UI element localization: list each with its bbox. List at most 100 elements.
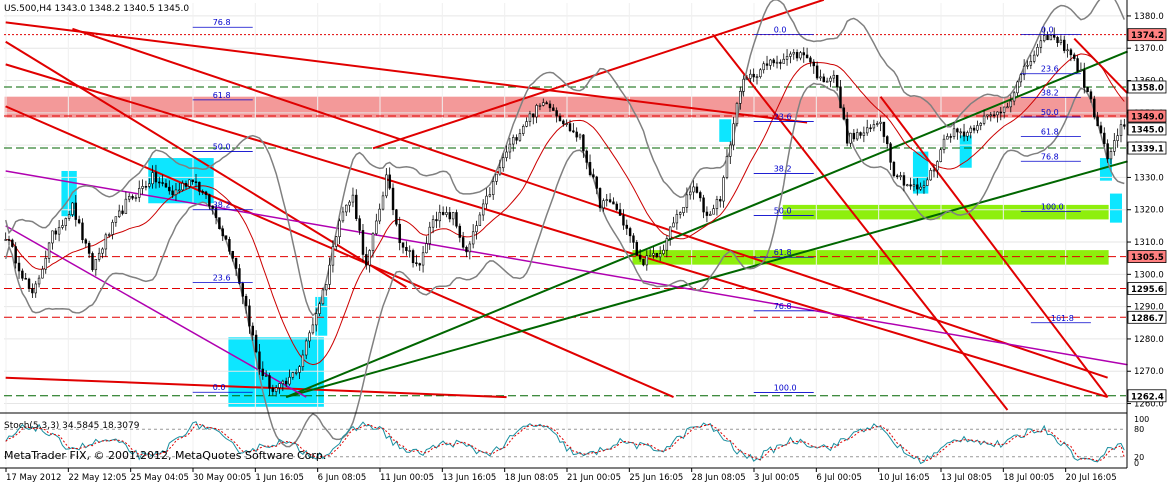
candle: [378, 208, 381, 222]
candle: [502, 157, 505, 169]
candle: [491, 181, 495, 195]
candle: [515, 137, 518, 141]
resistance-trendline[interactable]: [5, 21, 808, 124]
candle: [261, 368, 265, 377]
candle: [1002, 106, 1006, 113]
cyan-zone: [912, 151, 929, 194]
resistance-trendline[interactable]: [5, 40, 407, 289]
candle: [401, 242, 405, 248]
price-tag: [1127, 282, 1167, 295]
candle: [749, 73, 752, 79]
candle: [765, 63, 769, 66]
candle: [538, 105, 542, 107]
candle: [859, 132, 862, 136]
candle: [715, 199, 719, 209]
candle: [565, 123, 568, 125]
candle: [234, 258, 238, 269]
candle: [568, 123, 572, 132]
channel-trendline[interactable]: [5, 170, 1128, 366]
price-tag: [1127, 122, 1167, 136]
candle: [512, 137, 515, 145]
candle: [822, 76, 826, 83]
price-tag-label: 1339.1: [1131, 145, 1164, 155]
resistance-trendline[interactable]: [5, 376, 507, 399]
support-trendline[interactable]: [285, 50, 1129, 399]
candle: [268, 375, 271, 389]
candle: [652, 253, 655, 256]
candle: [471, 231, 475, 245]
candle: [67, 214, 71, 219]
candle: [408, 250, 411, 252]
candle: [121, 210, 124, 214]
y-tick-label: 1320.0: [1134, 206, 1164, 216]
candle: [645, 255, 649, 266]
candle: [936, 161, 939, 171]
candle: [1099, 125, 1103, 134]
candle: [91, 253, 94, 271]
resistance-trendline[interactable]: [5, 63, 1108, 399]
candle: [385, 174, 388, 197]
candle: [4, 239, 7, 241]
candle: [101, 248, 104, 254]
candle: [41, 268, 44, 279]
fib-level-label: 161.8: [1051, 314, 1074, 323]
x-tick-label: 1 Jun 16:05: [255, 473, 304, 483]
candle: [635, 242, 639, 256]
candle: [97, 252, 101, 260]
candle: [151, 172, 154, 185]
candle: [208, 194, 211, 207]
candle: [782, 58, 785, 64]
candle: [942, 138, 946, 150]
x-tick-label: 20 Jul 16:05: [1066, 473, 1117, 483]
candle: [264, 375, 268, 377]
stoch-signal-line: [5, 423, 1125, 462]
candle: [361, 230, 365, 255]
candle: [124, 198, 128, 214]
candle: [131, 195, 134, 199]
price-tag-label: 1349.0: [1131, 113, 1164, 123]
channel-trendline[interactable]: [5, 225, 307, 398]
candle: [481, 203, 485, 216]
candle: [956, 128, 959, 133]
candle: [545, 102, 548, 105]
resistance-trendline[interactable]: [712, 34, 1009, 411]
candle: [989, 114, 992, 117]
candle: [468, 243, 472, 253]
candle: [742, 78, 745, 92]
candle: [1049, 34, 1053, 41]
candle: [892, 161, 896, 177]
candle: [1036, 47, 1039, 56]
price-tag: [1127, 310, 1167, 324]
support-trendline[interactable]: [285, 160, 1128, 399]
candle: [458, 225, 462, 238]
candle: [1106, 143, 1109, 160]
candle: [1079, 69, 1083, 72]
candle: [922, 185, 926, 188]
candle: [1052, 34, 1056, 38]
fib-level-label: 23.6: [1041, 65, 1059, 74]
candle: [161, 182, 164, 184]
resistance-trendline[interactable]: [879, 96, 1109, 398]
candle: [668, 226, 672, 239]
x-tick-label: 6 Jun 08:05: [318, 473, 367, 483]
y-tick-label: 1380.0: [1134, 12, 1164, 22]
candle: [31, 288, 34, 294]
candle: [1022, 65, 1026, 76]
candle: [548, 103, 552, 109]
resistance-trendline[interactable]: [5, 105, 674, 398]
candle: [81, 222, 84, 241]
resistance-trendline[interactable]: [372, 0, 825, 150]
candle: [772, 59, 775, 64]
candle: [855, 132, 859, 140]
candle: [618, 209, 622, 216]
candle: [595, 176, 598, 189]
candle: [1026, 64, 1029, 67]
candle: [906, 184, 909, 187]
bollinger-upper: [4, 0, 1125, 317]
candle: [318, 303, 321, 314]
candle: [709, 213, 712, 216]
resistance-trendline[interactable]: [72, 27, 1108, 379]
candle: [558, 115, 562, 122]
